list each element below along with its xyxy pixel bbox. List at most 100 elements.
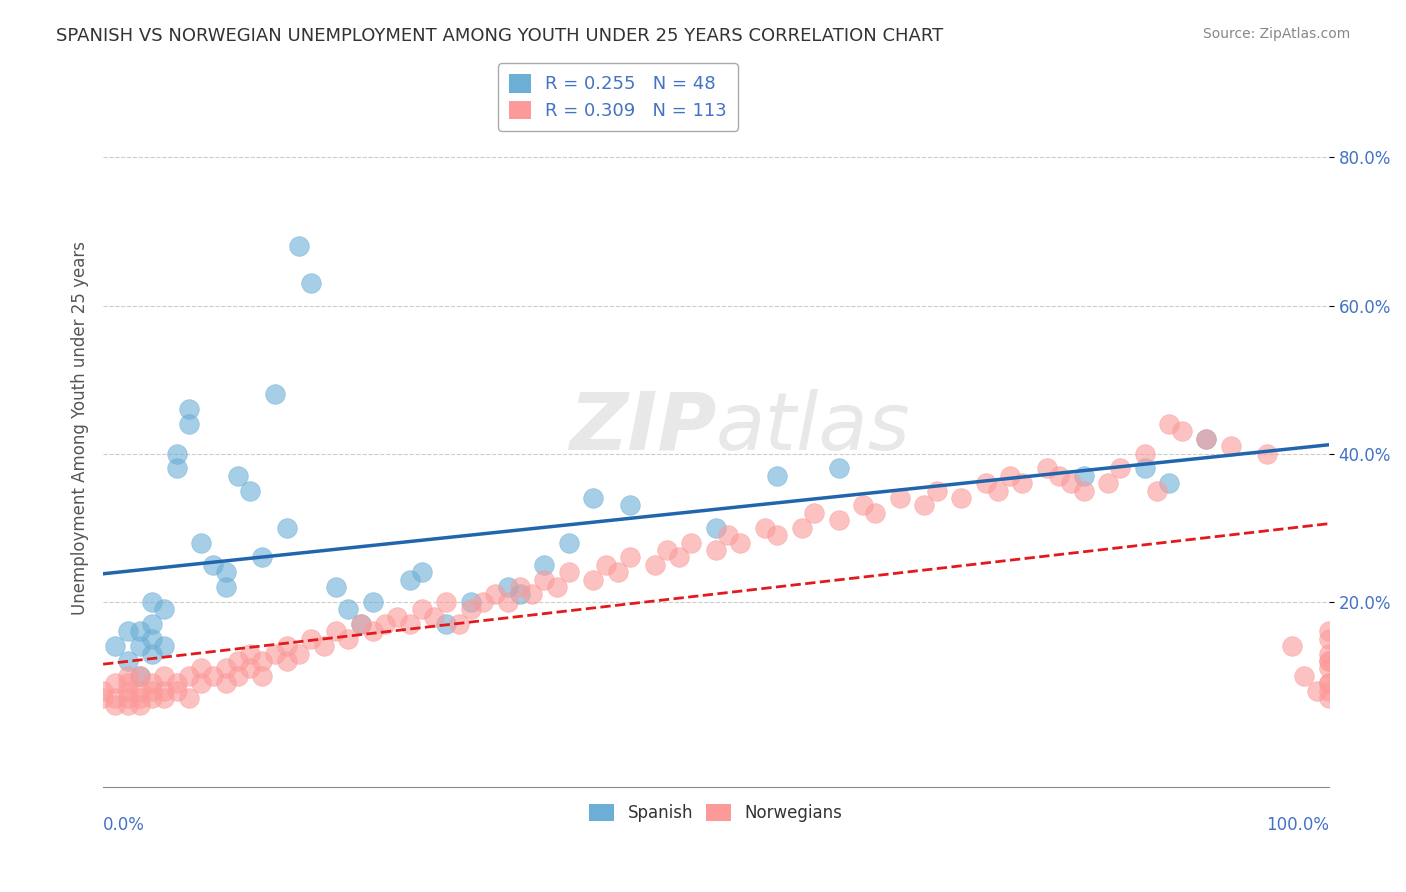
Point (925, 483, 948, 498)
Point (166, 676, 188, 690)
Legend: Spanish, Norwegians: Spanish, Norwegians (582, 797, 849, 829)
Point (460, 595, 482, 609)
Text: SPANISH VS NORWEGIAN UNEMPLOYMENT AMONG YOUTH UNDER 25 YEARS CORRELATION CHART: SPANISH VS NORWEGIAN UNEMPLOYMENT AMONG … (56, 27, 943, 45)
Point (520, 587, 543, 601)
Point (681, 535, 703, 549)
Text: 0.0%: 0.0% (103, 815, 145, 834)
Point (766, 528, 789, 542)
Point (1317, 676, 1340, 690)
Point (202, 558, 225, 572)
Point (239, 483, 262, 498)
Point (117, 698, 139, 713)
Point (1305, 683, 1327, 698)
Point (215, 661, 238, 675)
Point (117, 654, 139, 668)
Text: ZIP: ZIP (568, 389, 716, 467)
Point (1133, 447, 1156, 461)
Point (374, 617, 396, 632)
Point (129, 669, 152, 683)
Point (998, 468, 1021, 483)
Point (533, 558, 555, 572)
Point (1060, 476, 1083, 491)
Point (558, 535, 581, 549)
Point (153, 691, 176, 706)
Point (1011, 476, 1033, 491)
Point (754, 521, 776, 535)
Point (129, 669, 152, 683)
Point (398, 573, 420, 587)
Point (141, 647, 163, 661)
Point (141, 676, 163, 690)
Text: 100.0%: 100.0% (1265, 815, 1329, 834)
Point (606, 565, 628, 579)
Point (117, 624, 139, 639)
Point (276, 654, 298, 668)
Point (104, 676, 127, 690)
Point (104, 698, 127, 713)
Point (803, 506, 825, 520)
Point (1159, 417, 1181, 431)
Point (1219, 439, 1241, 453)
Point (484, 587, 506, 601)
Point (239, 661, 262, 675)
Point (387, 609, 409, 624)
Point (226, 654, 249, 668)
Point (153, 683, 176, 698)
Point (252, 669, 274, 683)
Point (398, 617, 420, 632)
Point (1317, 676, 1340, 690)
Point (704, 521, 727, 535)
Point (472, 595, 495, 609)
Point (337, 632, 360, 646)
Point (595, 558, 617, 572)
Point (337, 602, 360, 616)
Point (1317, 661, 1340, 675)
Y-axis label: Unemployment Among Youth under 25 years: Unemployment Among Youth under 25 years (72, 241, 89, 615)
Point (263, 387, 285, 401)
Point (141, 595, 163, 609)
Point (950, 491, 973, 505)
Point (509, 587, 531, 601)
Point (252, 654, 274, 668)
Point (153, 639, 176, 653)
Point (1317, 647, 1340, 661)
Point (730, 535, 752, 549)
Point (141, 691, 163, 706)
Point (215, 580, 238, 594)
Point (1294, 669, 1316, 683)
Point (1317, 691, 1340, 706)
Point (1133, 461, 1156, 475)
Point (117, 691, 139, 706)
Point (129, 691, 152, 706)
Point (852, 499, 875, 513)
Point (215, 676, 238, 690)
Point (104, 639, 127, 653)
Point (447, 617, 470, 632)
Point (827, 461, 849, 475)
Point (766, 468, 789, 483)
Point (215, 565, 238, 579)
Text: atlas: atlas (716, 389, 911, 467)
Point (117, 676, 139, 690)
Point (668, 550, 690, 565)
Point (865, 506, 887, 520)
Point (434, 595, 457, 609)
Point (1317, 654, 1340, 668)
Point (226, 669, 249, 683)
Point (166, 461, 188, 475)
Point (1317, 683, 1340, 698)
Point (361, 624, 384, 639)
Point (202, 669, 225, 683)
Point (117, 669, 139, 683)
Point (141, 632, 163, 646)
Point (1195, 432, 1218, 446)
Point (1317, 632, 1340, 646)
Point (1317, 654, 1340, 668)
Point (790, 521, 813, 535)
Point (166, 447, 188, 461)
Point (349, 617, 371, 632)
Point (582, 573, 605, 587)
Point (1047, 468, 1070, 483)
Point (655, 543, 678, 558)
Point (1073, 483, 1095, 498)
